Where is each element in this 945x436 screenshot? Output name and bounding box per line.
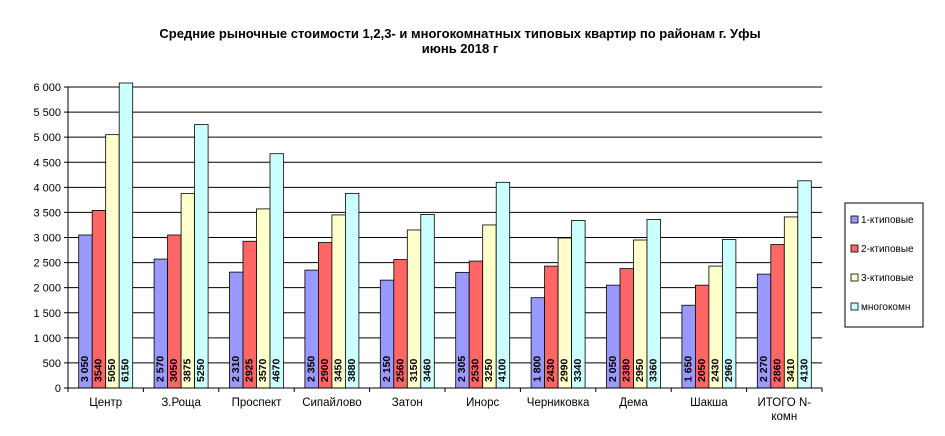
bar bbox=[797, 180, 812, 389]
bars: 3 050 2 570 2 310 2 350 2 150 2 305 1 800 2 050… bbox=[78, 82, 812, 389]
data-label: 3460 bbox=[421, 358, 433, 382]
y-tick-label: 3 000 bbox=[33, 233, 61, 245]
legend-swatch bbox=[850, 244, 859, 253]
x-tick-label: Черниковка bbox=[527, 397, 590, 409]
x-tick-label: Сипайлово bbox=[302, 397, 361, 409]
data-label: 2950 bbox=[634, 358, 646, 382]
data-label: 2050 bbox=[696, 358, 708, 382]
bar bbox=[105, 134, 120, 389]
data-label: 5050 bbox=[106, 358, 118, 382]
data-label: 6150 bbox=[120, 358, 132, 382]
data-label: 1 650 bbox=[682, 356, 694, 382]
data-label: 3250 bbox=[483, 358, 495, 382]
data-label: 2 350 bbox=[305, 356, 317, 382]
data-label: 2 570 bbox=[155, 356, 167, 382]
x-tick-label: ИТОГО N-комн bbox=[758, 397, 812, 423]
legend-swatch bbox=[850, 273, 859, 282]
bar bbox=[269, 153, 284, 389]
data-label: 3880 bbox=[346, 358, 358, 382]
x-tick-label: Дема bbox=[619, 397, 648, 409]
bar bbox=[194, 124, 209, 389]
data-label: 3360 bbox=[648, 358, 660, 382]
y-axis: 0 500 1 000 1 500 2 000 2 500 3 000 3 500 4 000 4… bbox=[33, 82, 69, 395]
x-tick-label: Инорс bbox=[466, 397, 499, 409]
data-label: 3410 bbox=[785, 358, 797, 382]
data-label: 2900 bbox=[319, 358, 331, 382]
data-label: 2560 bbox=[394, 358, 406, 382]
data-label: 5250 bbox=[195, 358, 207, 382]
x-tick-label: Центр bbox=[89, 397, 122, 409]
data-label: 4100 bbox=[497, 358, 509, 382]
data-label: 1 800 bbox=[532, 356, 544, 382]
data-label: 3340 bbox=[572, 358, 584, 382]
data-label: 2 305 bbox=[456, 356, 468, 382]
x-tick-label: Шакша bbox=[690, 397, 728, 409]
data-label: 2 050 bbox=[607, 356, 619, 382]
data-label: 4670 bbox=[271, 358, 283, 382]
legend-label: 1-ктиповые bbox=[861, 215, 914, 226]
data-label: 4130 bbox=[798, 358, 810, 382]
legend-label: многокомн bbox=[861, 302, 910, 313]
x-axis: Центр З.Роща Проспект Сипайлово Затон Инорс Че… bbox=[67, 387, 823, 423]
legend-label: 3-ктиповые bbox=[861, 273, 914, 284]
data-label: 3150 bbox=[408, 358, 420, 382]
x-tick-label: З.Роща bbox=[161, 397, 201, 409]
bar bbox=[118, 82, 134, 389]
data-label: 3540 bbox=[93, 358, 105, 382]
data-label: 3 050 bbox=[79, 356, 91, 382]
y-tick-label: 1 500 bbox=[33, 308, 61, 320]
data-label: 2860 bbox=[771, 358, 783, 382]
data-label: 3450 bbox=[332, 358, 344, 382]
x-tick-label: Затон bbox=[392, 397, 423, 409]
legend-label: 2-ктиповые bbox=[861, 244, 914, 255]
legend-swatch bbox=[850, 215, 859, 224]
x-tick-label: Проспект bbox=[232, 397, 283, 409]
y-tick-label: 500 bbox=[43, 358, 61, 370]
y-tick-label: 2 500 bbox=[33, 258, 61, 270]
y-tick-label: 4 000 bbox=[33, 182, 61, 194]
y-tick-label: 2 000 bbox=[33, 283, 61, 295]
data-label: 2 270 bbox=[758, 356, 770, 382]
data-label: 2530 bbox=[470, 358, 482, 382]
data-label: 2 150 bbox=[381, 356, 393, 382]
chart-title: Средние рыночные стоимости 1,2,3- и мног… bbox=[159, 26, 760, 41]
data-label: 2 310 bbox=[230, 356, 242, 382]
data-label: 3050 bbox=[168, 358, 180, 382]
y-tick-label: 3 500 bbox=[33, 207, 61, 219]
data-label: 2430 bbox=[545, 358, 557, 382]
y-tick-label: 0 bbox=[55, 383, 61, 395]
data-label: 3875 bbox=[182, 358, 194, 382]
y-tick-label: 6 000 bbox=[33, 82, 61, 94]
data-label: 3570 bbox=[257, 358, 269, 382]
y-tick-label: 5 000 bbox=[33, 132, 61, 144]
bar bbox=[495, 181, 511, 389]
chart-subtitle: июнь 2018 г bbox=[422, 41, 499, 56]
y-tick-label: 1 000 bbox=[33, 333, 61, 345]
y-tick-label: 5 500 bbox=[33, 107, 61, 119]
data-label: 2380 bbox=[621, 358, 633, 382]
data-label: 2960 bbox=[723, 358, 735, 382]
data-label: 2925 bbox=[244, 358, 256, 382]
legend-swatch bbox=[850, 302, 859, 311]
y-tick-label: 4 500 bbox=[33, 157, 61, 169]
x-tick-label-line: ИТОГО N- bbox=[758, 397, 812, 409]
legend: 1-ктиповые 2-ктиповые 3-ктиповые многокомн bbox=[844, 202, 924, 328]
x-tick-label-line: комн bbox=[771, 411, 797, 423]
data-label: 2430 bbox=[709, 358, 721, 382]
data-label: 2990 bbox=[559, 358, 571, 382]
